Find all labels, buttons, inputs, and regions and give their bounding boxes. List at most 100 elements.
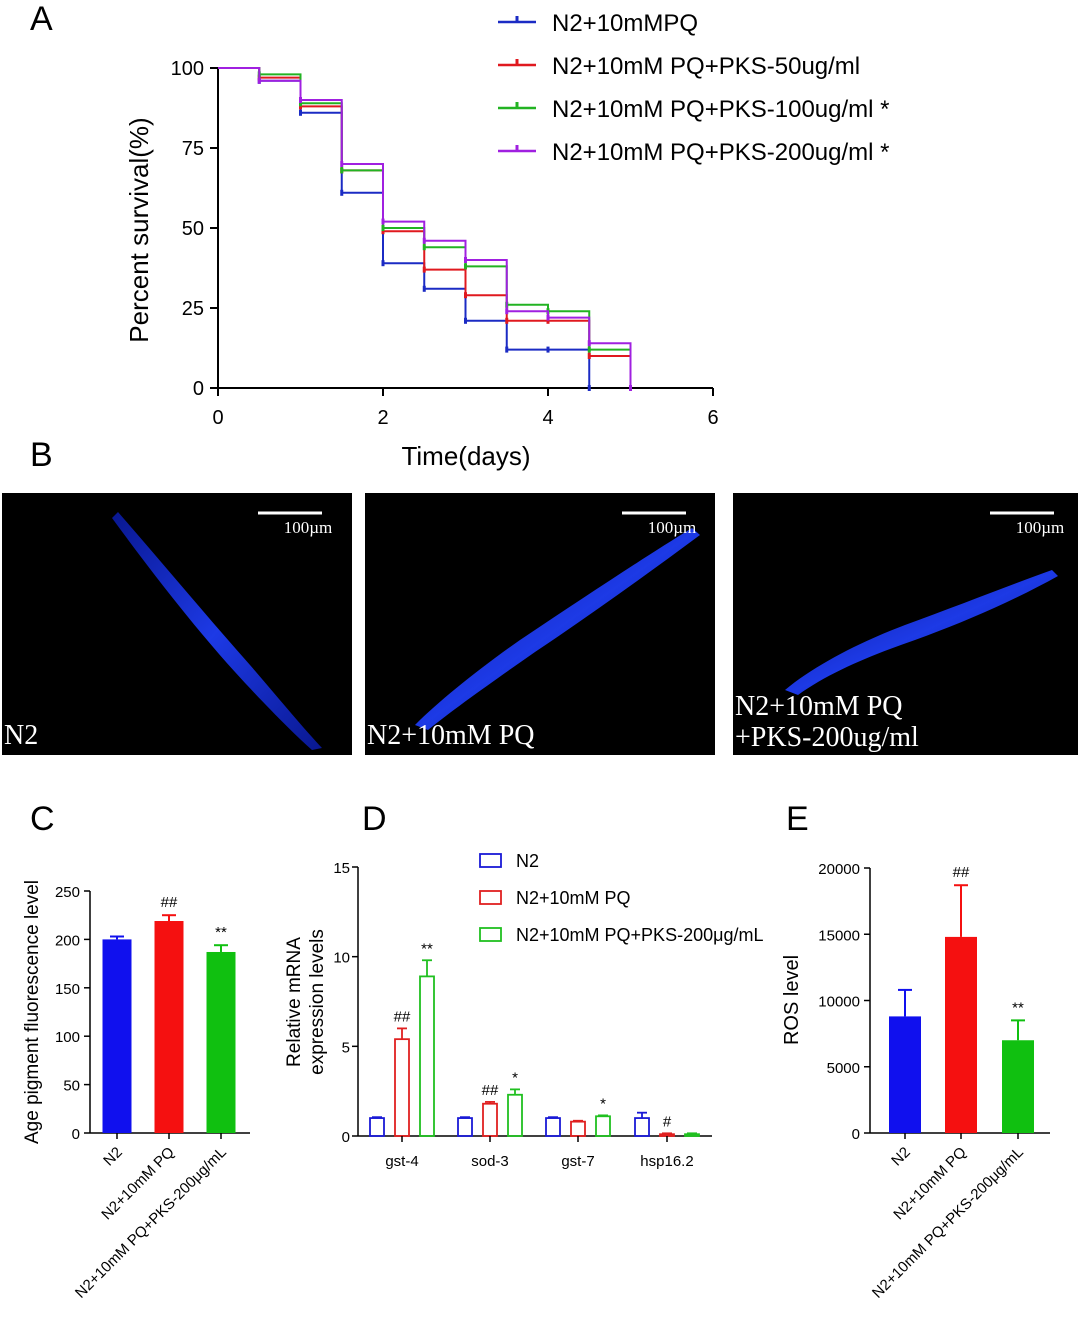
significance-mark: ** — [1012, 999, 1024, 1016]
significance-mark: # — [663, 1113, 672, 1130]
panel-letter-d: D — [362, 800, 387, 838]
panel-letter-a: A — [30, 0, 53, 38]
image-background — [733, 493, 1078, 755]
censor-mark — [464, 263, 467, 270]
censor-mark — [629, 385, 632, 391]
legend-label: N2+10mM PQ+PKS-100ug/ml * — [552, 96, 890, 123]
significance-mark: * — [600, 1095, 606, 1112]
y-tick-label: 5000 — [827, 1060, 860, 1077]
x-category-label: hsp16.2 — [640, 1153, 693, 1170]
panel-letter-c: C — [30, 800, 55, 838]
censor-mark — [381, 260, 385, 267]
legend-swatch-tick — [515, 102, 519, 108]
significance-mark: ## — [161, 894, 178, 911]
censor-mark — [546, 317, 550, 324]
censor-mark — [340, 189, 344, 196]
x-tick-label: 2 — [377, 407, 388, 429]
legend-label: N2+10mM PQ+PKS-200μg/mL — [516, 925, 763, 945]
bar-1 — [889, 1016, 921, 1133]
censor-mark — [546, 346, 550, 353]
bar-gst-7-2 — [570, 1120, 586, 1137]
censor-mark — [340, 161, 344, 167]
legend-label: N2+10mMPQ — [552, 10, 698, 37]
bar-gst-4-3 — [419, 975, 435, 1137]
censor-mark — [422, 266, 426, 273]
bar-hsp16.2-1 — [634, 1117, 650, 1137]
y-tick-label: 50 — [182, 218, 204, 240]
bar-hsp16.2-2 — [659, 1133, 675, 1137]
censor-mark — [546, 314, 550, 321]
y-tick-label: 250 — [55, 884, 80, 901]
censor-mark — [299, 103, 302, 110]
censor-mark — [587, 353, 591, 359]
bar-gst-4-2 — [394, 1038, 410, 1137]
legend-label: N2+10mM PQ+PKS-200ug/ml * — [552, 139, 890, 166]
worm-shape — [785, 570, 1058, 695]
x-tick-label: 4 — [542, 407, 553, 429]
censor-mark — [464, 257, 467, 263]
censor-mark — [299, 100, 302, 107]
bar-sod-3-2 — [482, 1102, 498, 1137]
survival-chart: 0 2 4 6 0 25 50 75 100 N2+10mMPQ N2+10mM PQ+PKS-… — [124, 10, 890, 471]
legend-swatch-tick — [515, 16, 519, 22]
significance-mark: ** — [215, 924, 227, 941]
bar-sod-3-1 — [457, 1117, 473, 1137]
legend-swatch — [479, 853, 502, 868]
bar-3 — [206, 951, 236, 1133]
scale-bar-label: 100µm — [284, 518, 333, 537]
censor-mark — [464, 317, 467, 324]
bar-gst-4-1 — [369, 1117, 385, 1137]
image-n2: 100µm N2 — [2, 493, 352, 755]
legend-swatch — [479, 890, 502, 905]
legend-swatch — [479, 927, 502, 942]
worm-shape — [112, 512, 322, 750]
y-tick-label: 100 — [171, 58, 204, 80]
x-tick-label: 0 — [212, 407, 223, 429]
y-tick-label: 150 — [55, 981, 80, 998]
y-tick-label: 0 — [342, 1129, 350, 1146]
panel-letter-b: B — [30, 436, 53, 474]
censor-mark — [299, 97, 302, 103]
y-tick-label: 10000 — [818, 994, 860, 1011]
y-tick-label: 100 — [55, 1029, 80, 1046]
y-tick-label: 10 — [333, 950, 350, 967]
censor-mark — [587, 346, 591, 353]
y-tick-label: 5 — [342, 1039, 350, 1056]
censor-mark — [505, 317, 509, 324]
bar-sod-3-3 — [507, 1093, 523, 1137]
censor-mark — [464, 292, 467, 299]
x-tick-label: 6 — [707, 407, 718, 429]
x-category-label: sod-3 — [471, 1153, 509, 1170]
age-pigment-y-axis-label: Age pigment fluorescence level — [22, 880, 43, 1144]
y-tick-label: 20000 — [818, 861, 860, 878]
censor-mark — [299, 109, 302, 116]
y-tick-label: 0 — [193, 378, 204, 400]
y-tick-label: 15000 — [818, 927, 860, 944]
mrna-y-axis-label-line-1: Relative mRNA — [284, 937, 305, 1067]
significance-mark: ## — [482, 1082, 499, 1099]
significance-mark: ** — [421, 940, 433, 957]
ros-y-axis-label: ROS level — [781, 955, 803, 1045]
censor-mark — [422, 237, 426, 244]
x-category-label: N2 — [100, 1144, 126, 1170]
bar-hsp16.2-3 — [684, 1133, 700, 1137]
legend-label: N2 — [516, 851, 539, 871]
image-label: N2 — [4, 720, 38, 751]
significance-mark: ## — [394, 1008, 411, 1025]
censor-mark — [422, 244, 426, 251]
censor-mark — [505, 346, 509, 353]
legend-swatch-tick — [515, 145, 519, 151]
bar-gst-7-1 — [545, 1117, 561, 1137]
y-tick-label: 25 — [182, 298, 204, 320]
scale-bar-label: 100µm — [648, 518, 697, 537]
image-label: N2+10mM PQ — [367, 720, 534, 751]
legend-swatch-tick — [515, 59, 519, 65]
censor-mark — [257, 77, 261, 84]
censor-mark — [587, 340, 591, 347]
image-n2-pq-pks: 100µm N2+10mM PQ +PKS-200ug/ml — [733, 493, 1078, 755]
y-tick-label: 0 — [852, 1126, 860, 1143]
